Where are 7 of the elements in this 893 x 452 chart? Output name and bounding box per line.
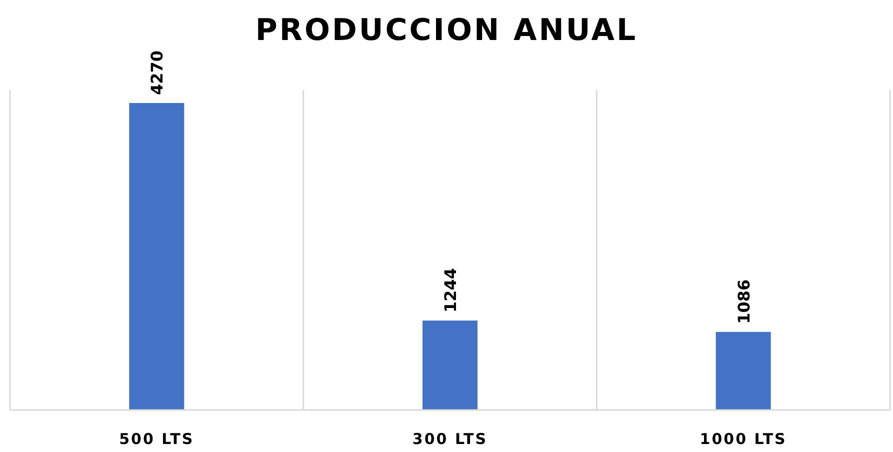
chart-title: PRODUCCION ANUAL: [255, 13, 638, 48]
data-label: 1086: [734, 279, 754, 324]
data-label: 4270: [148, 50, 167, 95]
x-tick-label: 1000 LTS: [700, 430, 787, 448]
data-label: 1244: [441, 268, 460, 313]
x-tick-label: 300 LTS: [412, 430, 488, 448]
x-tick-label: 500 LTS: [119, 430, 194, 448]
